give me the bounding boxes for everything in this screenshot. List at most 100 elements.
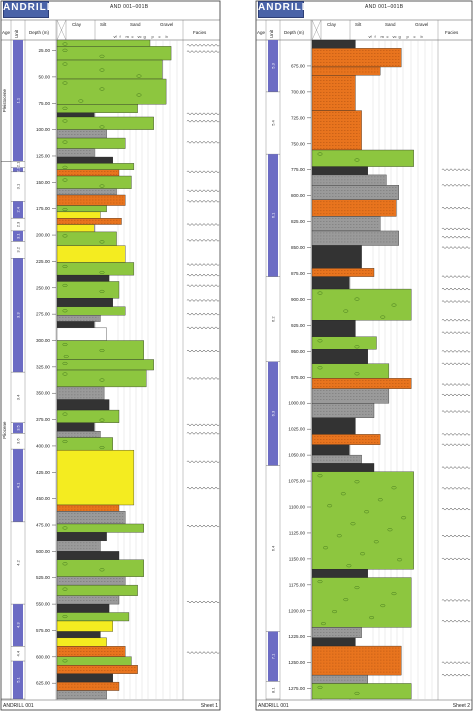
lithology-bed (56, 104, 138, 113)
gravel-header: Gravel (160, 22, 174, 27)
lithology-bed (56, 340, 144, 360)
clast-symbol (317, 339, 323, 343)
footer-sheet: Sheet 2 (452, 703, 470, 709)
unit-band (13, 201, 23, 219)
clast-symbol (336, 534, 342, 538)
facies-contact-mark (441, 331, 471, 334)
clast-symbol (63, 355, 69, 358)
grain-code-label: c (132, 34, 134, 39)
facies-contact-mark (441, 487, 471, 490)
depth-label: 675.00 (291, 63, 305, 68)
unit-label: 4.4 (16, 650, 21, 656)
lithology-bed (311, 216, 381, 232)
unit-band (13, 258, 23, 373)
lithology-bed (311, 349, 368, 364)
facies-contact-mark (186, 263, 220, 266)
clast-symbol (354, 158, 360, 162)
depth-label: 625.00 (36, 681, 50, 686)
clast-symbol (343, 598, 349, 602)
lithology-bed (311, 463, 375, 472)
depth-label: 575.00 (36, 628, 50, 633)
clast-symbol (380, 315, 386, 319)
unit-label: 8.1 (271, 687, 276, 693)
depth-label: 1150.00 (289, 556, 306, 561)
clast-symbol (62, 106, 68, 110)
lithology-bed (311, 66, 381, 76)
unit-label: 3.5 (16, 424, 21, 430)
clast-symbol (62, 526, 68, 530)
clast-symbol (99, 125, 105, 129)
clast-symbol (99, 240, 105, 244)
clast-symbol (317, 291, 323, 295)
facies-contact-mark (441, 535, 471, 538)
lithology-bed (56, 245, 126, 263)
unit-label: 1.1 (16, 97, 21, 103)
clast-symbol (323, 546, 328, 550)
facies-contact-mark (441, 236, 471, 239)
lithology-bed (311, 166, 368, 176)
facies-contact-mark (441, 674, 471, 677)
unit-label: 6.2 (271, 316, 276, 322)
lithology-bed (311, 288, 412, 321)
clast-symbol (354, 480, 360, 484)
lithology-bed (311, 149, 414, 167)
clast-symbol (62, 562, 68, 566)
logo-box (3, 1, 49, 18)
lithology-bed (311, 683, 412, 700)
depth-label: 325.00 (36, 364, 50, 369)
unit-label: 5.3 (271, 62, 276, 68)
clast-symbol (354, 297, 360, 301)
lithology-bed (56, 112, 95, 118)
facies-contact-mark (186, 350, 220, 353)
clast-symbol (62, 81, 68, 85)
lithology-bed (56, 211, 101, 219)
core-id-title: AND 001–001B (365, 4, 404, 10)
lithology-bed (56, 359, 154, 371)
lithology-bed (56, 369, 147, 388)
footer-sheet: Sheet 1 (200, 703, 218, 709)
clast-symbol (62, 283, 68, 287)
facies-contact-mark (441, 393, 471, 396)
lithology-bed (56, 262, 135, 276)
depth-label: 250.00 (36, 285, 50, 290)
lithology-bed (56, 78, 167, 105)
lithology-bed (311, 454, 362, 464)
depth-label: 850.00 (291, 245, 305, 250)
facies-contact-mark (186, 44, 220, 47)
unit-label: 3.1 (16, 183, 21, 189)
header-cross (311, 19, 322, 41)
lithology-bed (56, 576, 126, 586)
facies-contact-mark (441, 557, 471, 560)
lithology-bed (56, 321, 95, 329)
unit-band (268, 40, 278, 92)
lithology-bed (56, 46, 172, 61)
clast-symbol (354, 372, 360, 376)
unit-band (13, 604, 23, 647)
age-label: Pleistocene (2, 88, 7, 112)
clast-symbol (62, 234, 68, 238)
clast-symbol (354, 691, 360, 695)
clast-symbol (377, 498, 383, 502)
facies-contact-mark (186, 651, 220, 654)
clast-symbol (62, 440, 68, 443)
clast-symbol (99, 68, 105, 72)
clay-header: Clay (327, 22, 337, 27)
facies-contact-mark (186, 284, 220, 287)
lithology-bed (311, 378, 412, 389)
clast-symbol (346, 564, 352, 568)
depth-label: 1125.00 (289, 530, 306, 535)
lithology-bed (311, 320, 356, 337)
depth-label: 400.00 (36, 443, 50, 448)
depth-label: 875.00 (291, 271, 305, 276)
unit-band (268, 631, 278, 682)
depth-label: 500.00 (36, 549, 50, 554)
facies-contact-mark (186, 120, 220, 123)
clast-symbol (364, 510, 370, 514)
unit-header: Unit (14, 30, 19, 39)
unit-band (13, 422, 23, 434)
lithology-bed (56, 637, 107, 647)
lithology-bed (311, 268, 375, 277)
unit-band (268, 361, 278, 466)
depth-label: 950.00 (291, 349, 305, 354)
unit-label: 2.1 (16, 161, 21, 167)
